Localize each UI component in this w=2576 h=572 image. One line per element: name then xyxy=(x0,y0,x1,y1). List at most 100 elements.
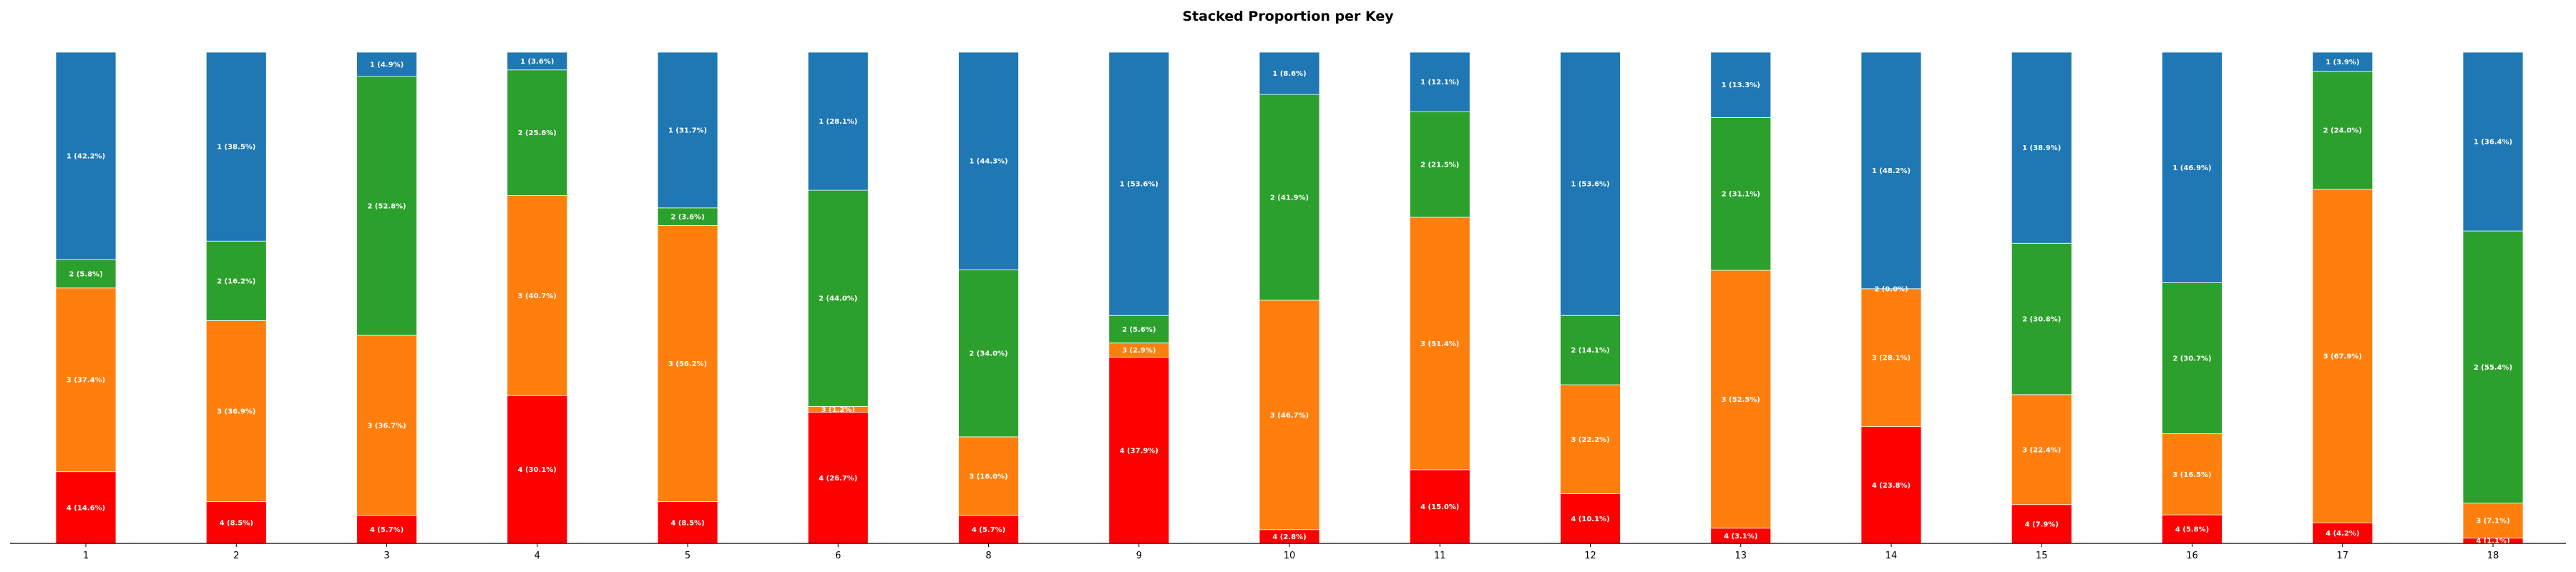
bar-segment-key-12-series-2 xyxy=(1560,315,1621,385)
x-tick-label-9: 9 xyxy=(1136,551,1142,561)
bar-segment-key-11-series-2 xyxy=(1409,111,1470,218)
segment-label-key-12-series-4: 4 (10.1%) xyxy=(1571,516,1609,523)
bar-segment-key-6-series-4 xyxy=(807,412,869,544)
x-tick-label-3: 3 xyxy=(384,551,389,561)
bar-segment-key-10-series-1 xyxy=(1259,51,1320,95)
bar-segment-key-11-series-3 xyxy=(1409,217,1470,470)
segment-label-key-5-series-3: 3 (56.2%) xyxy=(668,360,707,368)
segment-label-key-15-series-1: 1 (38.9%) xyxy=(2022,144,2061,152)
segment-label-key-4-series-3: 3 (40.7%) xyxy=(518,292,557,300)
bar-segment-key-5-series-2 xyxy=(657,207,718,226)
bar-segment-key-9-series-2 xyxy=(1108,315,1170,344)
segment-label-key-9-series-2: 2 (5.6%) xyxy=(1122,326,1156,334)
x-tick-label-18: 18 xyxy=(2487,551,2499,561)
bars-group xyxy=(55,51,2524,544)
segment-label-key-8-series-4: 4 (5.7%) xyxy=(972,526,1005,534)
bar-segment-key-5-series-4 xyxy=(657,501,718,544)
segment-label-key-17-series-4: 4 (4.2%) xyxy=(2326,530,2359,538)
x-tick-label-16: 16 xyxy=(2186,551,2198,561)
x-tick-label-12: 12 xyxy=(1584,551,1596,561)
segment-label-key-12-series-1: 1 (53.6%) xyxy=(1571,181,1609,189)
segment-label-key-10-series-1: 1 (8.6%) xyxy=(1272,70,1306,78)
bar-segment-key-8-series-2 xyxy=(958,269,1019,438)
segment-label-key-6-series-3: 3 (1.2%) xyxy=(821,406,855,414)
segment-label-key-4-series-1: 1 (3.6%) xyxy=(520,58,554,66)
x-ticks-group: 1 2 3 4 5 6 8 9 10 11 12 13 14 15 16 17 18 xyxy=(83,543,2499,561)
segment-label-key-12-series-2: 2 (14.1%) xyxy=(1571,347,1609,355)
bar-segment-key-4-series-1 xyxy=(507,51,568,71)
bar-segment-key-2-series-2 xyxy=(205,240,267,321)
segment-label-key-17-series-2: 2 (24.0%) xyxy=(2323,127,2362,135)
bar-segment-key-16-series-2 xyxy=(2162,282,2223,435)
bar-segment-key-3-series-2 xyxy=(356,76,417,336)
bar-segment-key-16-series-4 xyxy=(2162,514,2223,544)
segment-label-key-4-series-4: 4 (30.1%) xyxy=(518,466,557,474)
segment-label-key-17-series-3: 3 (67.9%) xyxy=(2323,352,2362,360)
bar-segment-key-14-series-1 xyxy=(1860,51,1922,290)
segment-label-key-3-series-3: 3 (36.7%) xyxy=(367,422,406,430)
bar-segment-key-10-series-2 xyxy=(1259,94,1320,301)
bar-segment-key-11-series-1 xyxy=(1409,51,1470,112)
segment-label-key-5-series-1: 1 (31.7%) xyxy=(668,127,707,134)
segment-label-key-16-series-3: 3 (16.5%) xyxy=(2172,471,2211,479)
bar-segment-key-16-series-1 xyxy=(2162,51,2223,283)
segment-label-key-6-series-1: 1 (28.1%) xyxy=(819,118,857,126)
segment-label-key-11-series-3: 3 (51.4%) xyxy=(1420,340,1459,348)
bar-segment-key-9-series-1 xyxy=(1108,51,1170,316)
segment-label-key-17-series-1: 1 (3.9%) xyxy=(2326,59,2359,66)
bar-segment-key-14-series-4 xyxy=(1860,426,1922,544)
segment-label-key-8-series-2: 2 (34.0%) xyxy=(969,350,1008,358)
segment-label-key-6-series-4: 4 (26.7%) xyxy=(819,475,857,483)
x-tick-label-5: 5 xyxy=(685,551,691,561)
segment-label-key-5-series-4: 4 (8.5%) xyxy=(670,519,704,527)
bar-segment-key-4-series-4 xyxy=(507,395,568,544)
bar-segment-key-13-series-2 xyxy=(1710,117,1772,271)
x-tick-label-13: 13 xyxy=(1735,551,1747,561)
segment-label-key-15-series-2: 2 (30.8%) xyxy=(2022,316,2061,324)
bar-segment-key-14-series-3 xyxy=(1860,288,1922,428)
segment-label-key-4-series-2: 2 (25.6%) xyxy=(518,129,557,137)
x-tick-label-17: 17 xyxy=(2336,551,2348,561)
segment-label-key-15-series-4: 4 (7.9%) xyxy=(2025,521,2059,528)
segment-label-key-2-series-3: 3 (36.9%) xyxy=(217,408,255,416)
x-tick-label-15: 15 xyxy=(2036,551,2048,561)
segment-label-key-13-series-3: 3 (52.5%) xyxy=(1722,396,1760,404)
segment-label-key-10-series-4: 4 (2.8%) xyxy=(1272,533,1306,541)
segment-label-key-18-series-4: 4 (1.1%) xyxy=(2476,538,2509,546)
segment-label-key-11-series-1: 1 (12.1%) xyxy=(1420,79,1459,87)
segment-label-key-9-series-1: 1 (53.6%) xyxy=(1120,181,1158,189)
segment-label-key-6-series-2: 2 (44.0%) xyxy=(819,295,857,303)
segment-label-key-14-series-1: 1 (48.2%) xyxy=(1872,167,1911,175)
bar-segment-key-15-series-2 xyxy=(2011,242,2072,395)
segment-label-key-1-series-2: 2 (5.8%) xyxy=(69,270,102,278)
bar-segment-key-6-series-1 xyxy=(807,51,869,191)
bar-segment-key-16-series-3 xyxy=(2162,433,2223,516)
x-tick-label-1: 1 xyxy=(83,551,89,561)
bar-segment-key-18-series-2 xyxy=(2462,230,2524,504)
bar-segment-key-13-series-3 xyxy=(1710,270,1772,529)
segment-label-key-11-series-4: 4 (15.0%) xyxy=(1420,503,1459,511)
bar-segment-key-11-series-4 xyxy=(1409,469,1470,544)
segment-label-key-9-series-3: 3 (2.9%) xyxy=(1122,347,1156,355)
bar-segment-key-15-series-3 xyxy=(2011,394,2072,506)
bar-segment-key-17-series-1 xyxy=(2312,51,2373,72)
bar-segment-key-8-series-1 xyxy=(958,51,1019,270)
bar-segment-key-8-series-4 xyxy=(958,515,1019,544)
bar-segment-key-9-series-4 xyxy=(1108,357,1170,544)
bar-segment-key-13-series-1 xyxy=(1710,51,1772,118)
segment-label-key-13-series-4: 4 (3.1%) xyxy=(1724,533,1757,541)
segment-label-key-14-series-4: 4 (23.8%) xyxy=(1872,482,1911,490)
bar-segment-key-2-series-1 xyxy=(205,51,267,242)
bar-segment-key-17-series-2 xyxy=(2312,71,2373,190)
segment-label-key-3-series-4: 4 (5.7%) xyxy=(370,526,404,534)
bar-segment-key-18-series-3 xyxy=(2462,503,2524,538)
segment-label-key-8-series-3: 3 (16.0%) xyxy=(969,473,1008,480)
bar-segment-key-6-series-2 xyxy=(807,189,869,407)
bar-segment-key-1-series-3 xyxy=(55,287,117,473)
segment-label-key-13-series-1: 1 (13.3%) xyxy=(1722,82,1760,89)
bar-segment-key-12-series-4 xyxy=(1560,493,1621,544)
segment-label-key-16-series-1: 1 (46.9%) xyxy=(2172,164,2211,172)
segment-label-key-18-series-3: 3 (7.1%) xyxy=(2476,518,2509,526)
segment-label-key-16-series-2: 2 (30.7%) xyxy=(2172,355,2211,363)
